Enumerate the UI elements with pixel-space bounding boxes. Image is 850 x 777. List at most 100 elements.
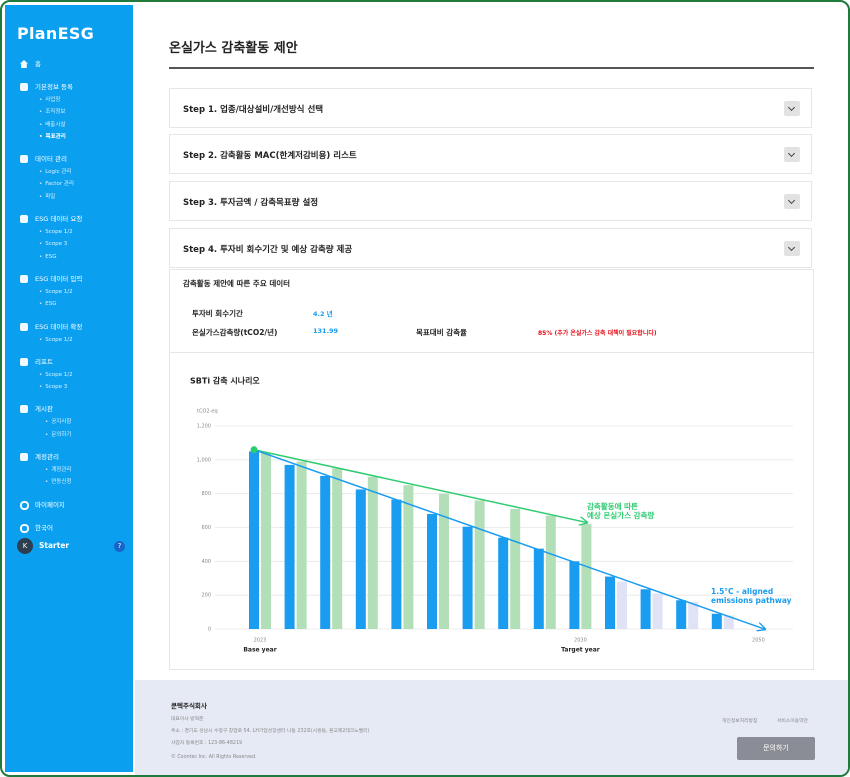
company: 쿤텍주식회사 bbox=[171, 702, 207, 710]
bar bbox=[439, 493, 449, 629]
nav-sub-item[interactable]: Scope 3 bbox=[5, 238, 133, 250]
bar bbox=[320, 475, 331, 629]
bar bbox=[569, 561, 580, 629]
expand-button[interactable] bbox=[784, 101, 800, 116]
nav-icon bbox=[20, 215, 28, 224]
y-axis-label: tCO2-eq bbox=[197, 409, 218, 415]
nav-group: Scope 1/2 bbox=[5, 334, 133, 346]
nav-group: 계정관리연동신청 bbox=[5, 464, 133, 489]
nav-sub-item[interactable]: Factor 관리 bbox=[5, 178, 133, 190]
nav-group: Scope 1/2Scope 3 bbox=[5, 369, 133, 394]
y-tick-label: 800 bbox=[201, 491, 211, 497]
footer-link[interactable]: 개인정보처리방침 bbox=[722, 719, 758, 724]
nav-sub-item[interactable]: Logic 관리 bbox=[5, 166, 133, 178]
step-title[interactable]: Step 1. 업종/대상설비/개선방식 선택 bbox=[183, 105, 324, 115]
x-annotation: Target year bbox=[561, 647, 600, 654]
expand-button[interactable] bbox=[784, 147, 800, 162]
title-rule bbox=[169, 67, 814, 69]
footer: 쿤텍주식회사 대표이사 방혁준 주소 : 경기도 성남시 수정구 창업로 54, … bbox=[135, 680, 848, 775]
trend-line bbox=[253, 448, 586, 523]
logo[interactable]: PlanESG bbox=[17, 24, 95, 43]
contact-button[interactable]: 문의하기 bbox=[737, 737, 815, 760]
x-tick-label: 2030 bbox=[574, 638, 587, 644]
bar bbox=[332, 468, 343, 629]
line-label: emissions pathway bbox=[711, 596, 792, 605]
nav-sub-item[interactable]: 파일 bbox=[5, 191, 133, 203]
line-label: 예상 온실가스 감축량 bbox=[587, 510, 654, 520]
nav-group: 사업장조직정보배출시설목표관리 bbox=[5, 94, 133, 143]
nav-icon bbox=[20, 83, 28, 91]
nav-icon bbox=[20, 322, 28, 331]
summary-title: 감축활동 제안에 따른 주요 데이터 bbox=[183, 279, 291, 288]
nav-sub-item[interactable]: 계정관리 bbox=[5, 464, 133, 476]
step-accordion[interactable]: Step 3. 투자금액 / 감축목표량 설정 bbox=[169, 181, 812, 221]
nav-sub-item[interactable]: Scope 1/2 bbox=[5, 226, 133, 238]
nav-item[interactable]: 게시판 bbox=[5, 402, 133, 416]
nav-sub-item[interactable]: 연동신청 bbox=[5, 476, 133, 488]
footer-link[interactable]: 서비스이용약관 bbox=[777, 719, 808, 724]
nav-item[interactable]: 한국어 bbox=[5, 521, 133, 535]
nav-sub-item[interactable]: 조직정보 bbox=[5, 106, 133, 118]
nav-sub-item[interactable]: Scope 1/2 bbox=[5, 334, 133, 346]
nav-group: 공지사항문의하기 bbox=[5, 416, 133, 441]
step-title[interactable]: Step 3. 투자금액 / 감축목표량 설정 bbox=[183, 198, 319, 208]
nav-sub-item[interactable]: Scope 1/2 bbox=[5, 369, 133, 381]
footer-line: 주소 : 경기도 성남시 수정구 창업로 54, LH기업성장센터 나동 232… bbox=[171, 729, 370, 734]
step-accordion[interactable]: Step 2. 감축활동 MAC(한계저감비용) 리스트 bbox=[169, 134, 812, 174]
bar bbox=[533, 548, 544, 629]
line-label: 감축활동에 따른 bbox=[587, 501, 638, 511]
nav-item[interactable]: ESG 데이터 요청 bbox=[5, 212, 133, 226]
nav-sub-item[interactable]: Scope 3 bbox=[5, 381, 133, 393]
nav-sub-item[interactable]: 공지사항 bbox=[5, 416, 133, 428]
nav-icon bbox=[20, 453, 28, 462]
step-accordion[interactable]: Step 4. 투자비 회수기간 및 예상 감축량 제공 bbox=[169, 228, 812, 268]
bar bbox=[605, 576, 615, 629]
bar bbox=[367, 476, 378, 629]
user: K Starter ? bbox=[17, 536, 125, 556]
step-accordion[interactable]: Step 1. 업종/대상설비/개선방식 선택 bbox=[169, 88, 812, 128]
bar bbox=[462, 526, 473, 629]
bar bbox=[711, 613, 722, 629]
user-name[interactable]: Starter bbox=[39, 541, 70, 550]
bar bbox=[581, 524, 592, 629]
help-button[interactable]: ? bbox=[114, 541, 125, 552]
bar bbox=[617, 581, 627, 629]
nav-item[interactable]: ESG 데이터 확정 bbox=[5, 320, 133, 334]
nav-sub-item[interactable]: ESG bbox=[5, 298, 133, 310]
avatar[interactable]: K bbox=[17, 538, 33, 554]
nav-item[interactable]: 마이페이지 bbox=[5, 498, 133, 512]
nav-item[interactable]: ESG 데이터 입력 bbox=[5, 272, 133, 286]
value: 4.2 년 bbox=[313, 310, 333, 318]
nav-sub-item[interactable]: ESG bbox=[5, 251, 133, 263]
trend-line bbox=[253, 448, 764, 629]
nav-sub-item[interactable]: 목표관리 bbox=[5, 131, 133, 143]
nav-sub-item[interactable]: 배출시설 bbox=[5, 119, 133, 131]
x-tick-label: 2050 bbox=[752, 638, 765, 644]
nav-item[interactable]: 리포트 bbox=[5, 355, 133, 369]
step-title[interactable]: Step 4. 투자비 회수기간 및 예상 감축량 제공 bbox=[183, 245, 353, 255]
expand-button[interactable] bbox=[784, 241, 800, 256]
step-title[interactable]: Step 2. 감축활동 MAC(한계저감비용) 리스트 bbox=[183, 151, 357, 161]
expand-button[interactable] bbox=[784, 194, 800, 209]
nav-sub-item[interactable]: 사업장 bbox=[5, 94, 133, 106]
bar bbox=[261, 453, 271, 629]
nav-item[interactable]: 계정관리 bbox=[5, 450, 133, 464]
y-tick-label: 200 bbox=[201, 593, 211, 599]
nav-sub-item[interactable]: 문의하기 bbox=[5, 429, 133, 441]
value: 131.99 bbox=[313, 327, 339, 335]
nav-group: Scope 1/2ESG bbox=[5, 286, 133, 311]
nav-icon bbox=[20, 523, 29, 533]
bar bbox=[355, 489, 366, 629]
nav-icon bbox=[20, 274, 28, 283]
nav-item[interactable]: 기본정보 등록 bbox=[5, 80, 133, 94]
bar bbox=[284, 464, 295, 629]
y-tick-label: 600 bbox=[201, 525, 211, 531]
nav-item[interactable]: 홈 bbox=[5, 57, 133, 71]
nav-sub-item[interactable]: Scope 1/2 bbox=[5, 286, 133, 298]
bar bbox=[510, 508, 521, 629]
bar bbox=[296, 461, 307, 629]
nav-item[interactable]: 데이터 관리 bbox=[5, 152, 133, 166]
copyright: © Coontec Inc. All Rights Reserved. bbox=[171, 755, 257, 760]
nav-icon bbox=[20, 155, 28, 164]
